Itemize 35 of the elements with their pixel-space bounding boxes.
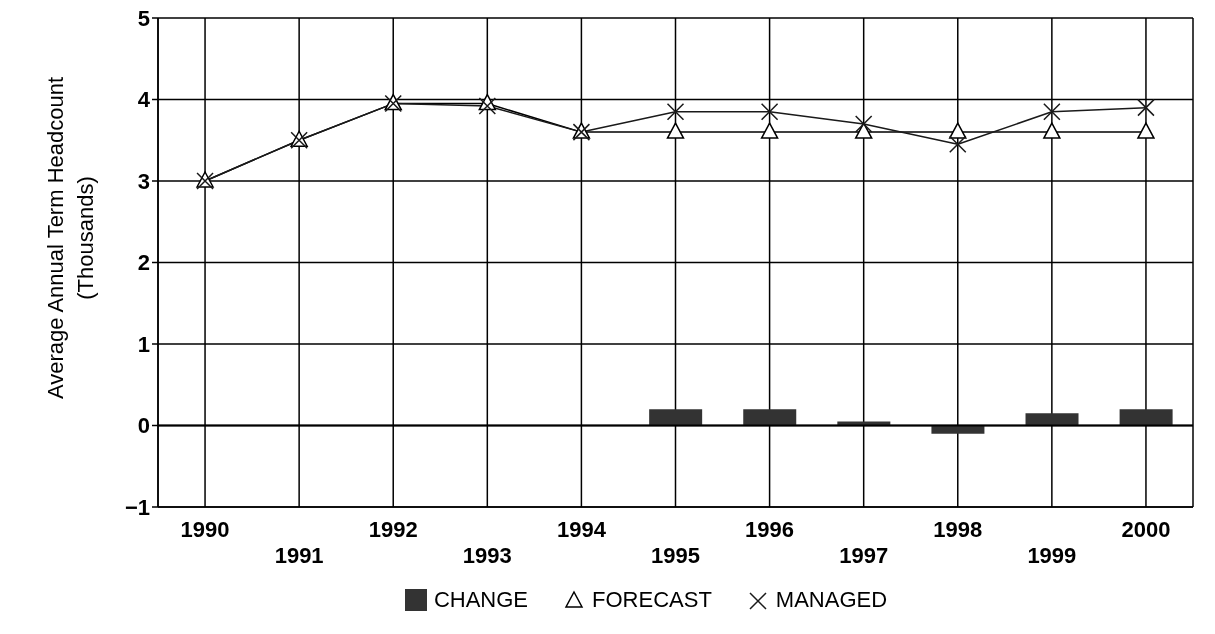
x-tick-label: 1998 bbox=[933, 517, 983, 542]
x-tick-label: 1993 bbox=[462, 543, 512, 568]
point bbox=[760, 102, 779, 121]
point bbox=[666, 102, 685, 121]
point bbox=[666, 122, 685, 139]
y-tick-label: 0 bbox=[137, 413, 150, 439]
x-tick-label: 2000 bbox=[1121, 517, 1171, 542]
point bbox=[760, 122, 779, 139]
point bbox=[854, 115, 873, 133]
y-tick-label: 1 bbox=[137, 331, 150, 357]
y-tick-label: 2 bbox=[137, 250, 150, 276]
point bbox=[949, 122, 967, 139]
x-tick-label: 1996 bbox=[745, 517, 795, 542]
point bbox=[478, 97, 497, 115]
legend-label: MANAGED bbox=[775, 587, 888, 613]
y-tick-label: −1 bbox=[124, 494, 150, 520]
y-tick-label: 5 bbox=[137, 5, 150, 31]
point bbox=[1043, 122, 1061, 139]
x-tick-label: 1995 bbox=[651, 543, 700, 568]
x-tick-label: 1990 bbox=[180, 517, 230, 542]
point bbox=[1137, 98, 1155, 117]
x-tick-label: 1999 bbox=[1027, 543, 1077, 568]
x-tick-label: 1994 bbox=[556, 517, 607, 542]
point bbox=[1043, 102, 1061, 121]
point bbox=[1137, 122, 1155, 139]
x-tick-label: 1991 bbox=[274, 543, 324, 568]
y-axis-title: Average Annual Term Headcount (Thousands) bbox=[43, 76, 98, 400]
x-tick-label: 1992 bbox=[368, 517, 418, 542]
legend-label: FORECAST bbox=[592, 587, 712, 613]
y-tick-label: 3 bbox=[137, 168, 150, 194]
legend-label: CHANGE bbox=[433, 587, 529, 613]
x-tick-label: 1997 bbox=[839, 543, 889, 568]
point bbox=[949, 135, 967, 154]
point bbox=[854, 122, 873, 139]
y-tick-label: 4 bbox=[137, 87, 151, 113]
